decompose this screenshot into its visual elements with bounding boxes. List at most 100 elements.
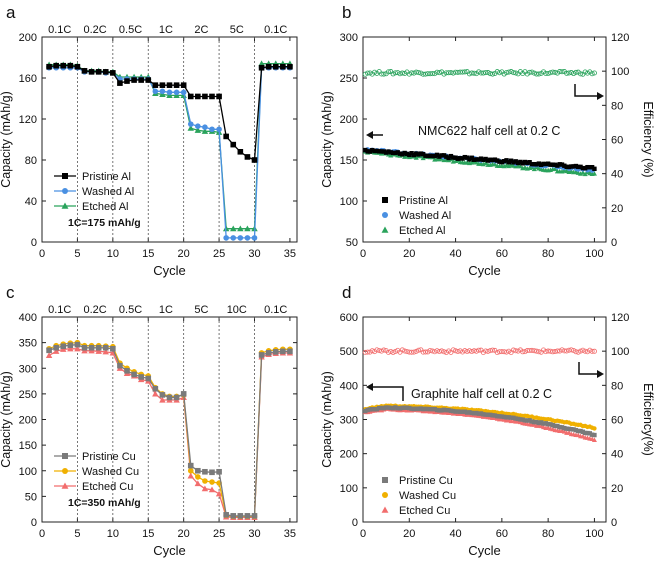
capacity-point	[432, 153, 437, 159]
capacity-point	[462, 409, 468, 414]
efficiency-point	[529, 69, 535, 75]
data-point	[230, 513, 237, 519]
capacity-point	[592, 166, 597, 172]
x-tick-label: 40	[449, 528, 461, 540]
data-point	[202, 93, 208, 100]
data-point	[117, 362, 123, 369]
rate-label: 0.1C	[48, 304, 71, 316]
capacity-point	[404, 151, 410, 157]
capacity-point	[483, 412, 488, 417]
data-point	[209, 93, 215, 100]
panel-annotation: NMC622 half cell at 0.2 C	[418, 124, 560, 138]
data-point	[74, 345, 81, 352]
capacity-point	[414, 151, 419, 156]
data-point	[230, 141, 237, 148]
data-point	[102, 344, 109, 351]
efficiency-point	[429, 71, 435, 77]
capacity-point	[587, 165, 592, 170]
efficiency-point	[480, 70, 486, 76]
data-point	[265, 63, 272, 70]
legend-label: Etched Al	[399, 225, 445, 237]
efficiency-point	[399, 347, 405, 353]
capacity-point	[437, 154, 442, 159]
efficiency-point	[573, 349, 579, 355]
y-tick-label: 80	[25, 155, 37, 167]
y-tick-label: 120	[19, 114, 37, 126]
data-point	[166, 82, 173, 88]
data-point	[187, 93, 194, 100]
efficiency-point	[550, 349, 556, 355]
capacity-point	[383, 150, 389, 155]
y-axis-label: Capacity (mAh/g)	[0, 371, 13, 468]
efficiency-point	[365, 70, 371, 76]
rate-annotation: 1C=175 mAh/g	[68, 217, 141, 229]
capacity-point	[464, 410, 470, 415]
capacity-point	[545, 421, 551, 427]
x-tick-label: 25	[213, 248, 225, 260]
capacity-point	[573, 427, 579, 433]
capacity-point	[534, 419, 539, 425]
capacity-point	[495, 158, 500, 163]
efficiency-point	[450, 347, 456, 353]
efficiency-point	[469, 349, 475, 355]
capacity-point	[397, 151, 403, 156]
efficiency-point	[568, 347, 574, 353]
capacity-point	[365, 149, 370, 154]
capacity-point	[379, 149, 384, 154]
capacity-point	[462, 154, 468, 160]
data-point	[60, 62, 67, 69]
efficiency-point	[547, 70, 553, 76]
y-tick-label: 250	[340, 73, 358, 85]
efficiency-point	[589, 348, 595, 354]
capacity-point	[393, 405, 398, 410]
efficiency-point	[392, 70, 398, 76]
capacity-point	[515, 416, 521, 422]
capacity-point	[548, 162, 553, 167]
efficiency-point	[478, 70, 484, 76]
capacity-point	[576, 428, 581, 434]
efficiency-point	[503, 349, 509, 355]
capacity-point	[490, 413, 495, 418]
data-point	[102, 69, 109, 75]
efficiency-point	[568, 70, 574, 76]
data-point	[280, 348, 286, 355]
rate-label: 0.5C	[119, 304, 142, 316]
y2-tick-label: 0	[611, 517, 617, 529]
x-tick-label: 15	[142, 528, 154, 540]
legend-label: Pristine Al	[82, 171, 131, 183]
y-tick-label: 150	[340, 155, 358, 167]
capacity-point	[508, 158, 514, 163]
efficiency-point	[427, 347, 433, 353]
rate-label: 0.1C	[48, 24, 71, 36]
legend-marker	[381, 506, 389, 513]
capacity-point	[414, 406, 419, 411]
y-tick-label: 200	[340, 114, 358, 126]
capacity-point	[504, 415, 509, 420]
data-point	[74, 341, 81, 348]
efficiency-point	[531, 70, 537, 76]
efficiency-point	[457, 69, 463, 75]
data-point	[95, 344, 102, 351]
capacity-point	[416, 406, 421, 412]
capacity-point	[592, 426, 597, 431]
efficiency-point	[469, 70, 475, 76]
data-point	[81, 68, 88, 74]
efficiency-point	[566, 70, 572, 76]
efficiency-point	[582, 348, 588, 354]
data-point	[88, 344, 95, 351]
data-point	[117, 80, 123, 86]
capacity-arrow-head	[366, 131, 373, 139]
capacity-point	[418, 406, 424, 411]
y-tick-label: 50	[25, 491, 37, 503]
x-tick-label: 20	[403, 528, 415, 540]
capacity-point	[529, 161, 535, 167]
efficiency-point	[390, 71, 396, 77]
data-point	[187, 472, 194, 479]
rate-label: 0.1C	[264, 24, 287, 36]
capacity-point	[531, 166, 537, 172]
x-tick-label: 10	[107, 528, 119, 540]
data-point	[237, 225, 244, 232]
capacity-point	[400, 405, 405, 411]
data-point	[187, 121, 194, 127]
data-point	[237, 513, 244, 519]
